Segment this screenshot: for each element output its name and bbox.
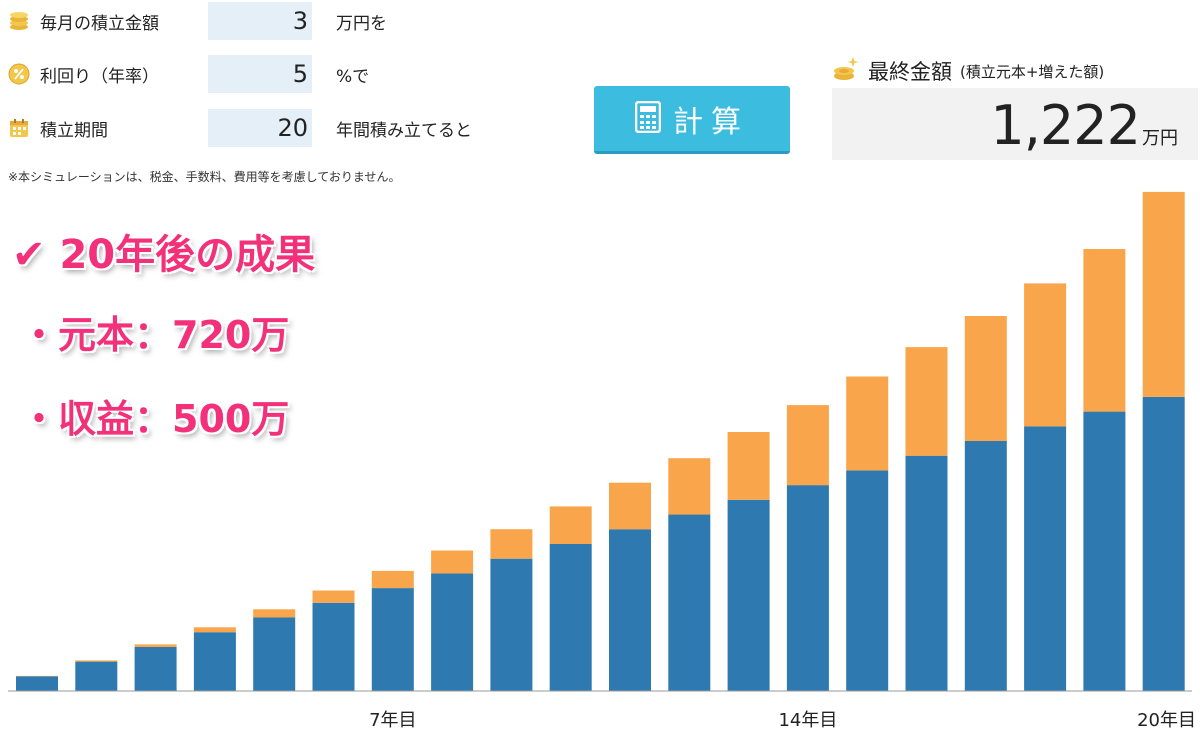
headline-gain: ・収益：500万 — [20, 397, 290, 441]
x-tick-label: 7年目 — [369, 710, 416, 731]
principal-bar-year-17 — [964, 441, 1007, 691]
principal-bar-year-5 — [253, 617, 296, 691]
interest-rate-input[interactable] — [208, 55, 312, 93]
result-box: 1,222 万円 — [832, 88, 1198, 160]
principal-bar-year-11 — [609, 529, 651, 691]
gain-bar-year-2 — [75, 660, 118, 662]
result-subtitle: (積立元本+増えた額) — [960, 62, 1105, 81]
principal-bar-year-7 — [371, 588, 414, 691]
gain-bar-year-4 — [193, 627, 236, 633]
percent-coin-icon — [8, 63, 30, 85]
principal-bar-year-19 — [1083, 411, 1126, 691]
period-row: 積立期間 年間積み立てると — [8, 108, 472, 148]
principal-bar-year-13 — [727, 499, 770, 691]
principal-bar-year-6 — [312, 602, 355, 691]
gain-bar-year-3 — [134, 644, 177, 647]
monthly-amount-suffix: 万円を — [336, 13, 387, 34]
result-title-text: 最終金額 — [868, 60, 952, 84]
disclaimer-note: ※本シミュレーションは、税金、手数料、費用等を考慮しておりません。 — [8, 170, 401, 184]
period-suffix: 年間積み立てると — [336, 120, 472, 141]
calendar-icon — [8, 117, 30, 139]
x-axis-ticks: 7年目 14年目 20年目 — [369, 710, 1196, 731]
gain-bar-year-9 — [490, 529, 533, 559]
gain-bar-year-20 — [1142, 191, 1185, 397]
calculator-icon — [634, 100, 662, 137]
gain-bar-year-18 — [1024, 283, 1067, 427]
monthly-amount-label: 毎月の積立金額 — [40, 13, 159, 34]
principal-bar-year-12 — [668, 514, 711, 691]
gain-bar-year-12 — [668, 458, 711, 515]
gain-bar-year-15 — [846, 376, 889, 471]
result-title: 最終金額 (積立元本+増えた額) — [832, 56, 1104, 86]
principal-bar-year-1 — [16, 676, 58, 691]
headline-result: ✔ 20年後の成果 — [12, 232, 316, 278]
gain-bar-year-13 — [727, 432, 770, 500]
interest-rate-label: 利回り（年率） — [40, 66, 159, 87]
principal-bar-year-4 — [193, 632, 236, 691]
principal-bar-year-2 — [75, 661, 118, 691]
gain-bar-year-6 — [312, 590, 355, 603]
period-label: 積立期間 — [40, 120, 108, 141]
interest-rate-suffix: %で — [336, 66, 370, 87]
principal-bar-year-20 — [1142, 396, 1185, 691]
monthly-amount-input[interactable] — [208, 2, 312, 40]
sparkle-coin-icon — [832, 56, 860, 86]
chart-bars — [16, 191, 1185, 691]
principal-bar-year-16 — [905, 455, 948, 691]
period-input[interactable] — [208, 109, 312, 147]
coin-stack-icon — [8, 10, 30, 32]
x-tick-label: 20年目 — [1137, 710, 1196, 731]
principal-bar-year-9 — [490, 558, 533, 691]
principal-bar-year-8 — [431, 573, 474, 691]
principal-bar-year-15 — [846, 470, 889, 691]
gain-bar-year-14 — [786, 405, 829, 486]
gain-bar-year-5 — [253, 609, 296, 618]
principal-bar-year-3 — [134, 646, 177, 691]
monthly-amount-row: 毎月の積立金額 万円を — [8, 1, 387, 41]
principal-bar-year-14 — [786, 485, 829, 691]
x-tick-label: 14年目 — [778, 710, 837, 731]
gain-bar-year-17 — [964, 316, 1007, 441]
calculate-button-label: 計算 — [673, 104, 749, 140]
principal-bar-year-10 — [549, 544, 592, 691]
interest-rate-row: 利回り（年率） %で — [8, 54, 369, 94]
gain-bar-year-10 — [549, 506, 592, 544]
gain-bar-year-16 — [905, 347, 948, 456]
result-unit: 万円 — [1142, 128, 1178, 149]
calculate-button[interactable]: 計算 — [594, 86, 790, 154]
headline-principal: ・元本：720万 — [20, 313, 290, 357]
gain-bar-year-11 — [609, 482, 651, 530]
principal-bar-year-18 — [1024, 426, 1067, 691]
gain-bar-year-8 — [431, 550, 474, 574]
gain-bar-year-19 — [1083, 249, 1126, 412]
result-amount: 1,222 — [990, 94, 1141, 157]
gain-bar-year-7 — [371, 570, 414, 589]
